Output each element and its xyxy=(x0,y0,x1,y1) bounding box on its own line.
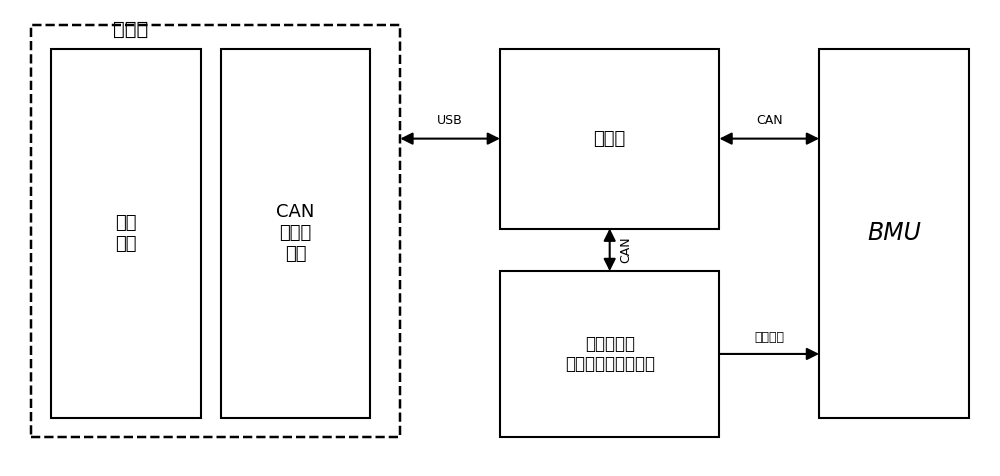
FancyBboxPatch shape xyxy=(51,49,201,418)
Text: BMU: BMU xyxy=(867,221,921,245)
Text: 软件
界面: 软件 界面 xyxy=(115,214,137,253)
Text: 电气连接: 电气连接 xyxy=(754,331,784,345)
FancyBboxPatch shape xyxy=(500,49,719,228)
Text: 控制器: 控制器 xyxy=(113,20,149,39)
FancyBboxPatch shape xyxy=(31,25,400,437)
Text: USB: USB xyxy=(437,114,463,127)
Text: 温度调整板
（可编程电阻网络）: 温度调整板 （可编程电阻网络） xyxy=(565,335,655,373)
Text: 转接板: 转接板 xyxy=(594,129,626,148)
Text: CAN
转接板
驱动: CAN 转接板 驱动 xyxy=(276,203,315,263)
FancyBboxPatch shape xyxy=(500,271,719,437)
FancyBboxPatch shape xyxy=(819,49,969,418)
Text: CAN: CAN xyxy=(756,114,783,127)
Text: CAN: CAN xyxy=(620,237,633,263)
FancyBboxPatch shape xyxy=(221,49,370,418)
